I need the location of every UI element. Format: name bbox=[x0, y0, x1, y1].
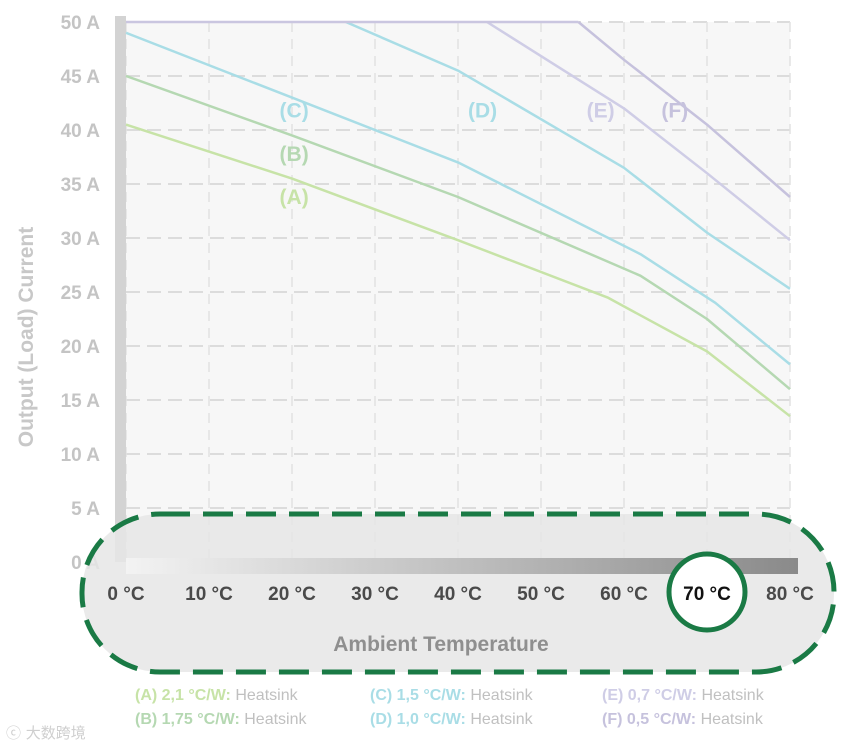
x-tick-label: 10 °C bbox=[185, 584, 233, 605]
curve-labels: (A) (B) (C) (D) (E) (F) bbox=[280, 100, 689, 209]
legend-desc: Heatsink bbox=[244, 711, 307, 728]
curve-label: (E) bbox=[587, 100, 615, 123]
legend-item-b: (B) 1,75 °C/W: Heatsink bbox=[135, 708, 306, 732]
x-tick-label: 20 °C bbox=[268, 584, 316, 605]
temperature-highlight bbox=[79, 511, 837, 675]
y-tick-label: 35 A bbox=[61, 175, 101, 196]
legend-col-1: (A) 2,1 °C/W: Heatsink (B) 1,75 °C/W: He… bbox=[135, 684, 306, 732]
x-tick-labels: 0 °C 10 °C 20 °C 30 °C 40 °C 50 °C 60 °C 70 °C 8… bbox=[107, 584, 814, 605]
watermark-text: 大数跨境 bbox=[25, 724, 86, 742]
x-tick-label: 70 °C bbox=[683, 584, 731, 605]
legend-item-e: (E) 0,7 °C/W: Heatsink bbox=[602, 684, 764, 708]
curve-label: (F) bbox=[661, 100, 688, 123]
series-line-e bbox=[486, 20, 791, 242]
legend-col-2: (C) 1,5 °C/W: Heatsink (D) 1,0 °C/W: Hea… bbox=[370, 684, 533, 732]
highlight-circle bbox=[666, 551, 748, 633]
curve-label: (A) bbox=[280, 186, 309, 209]
y-tick-label: 45 A bbox=[61, 67, 101, 88]
y-tick-label: 40 A bbox=[61, 121, 101, 142]
series-line-a bbox=[125, 123, 791, 418]
y-tick-label: 15 A bbox=[61, 391, 101, 412]
legend-desc: Heatsink bbox=[235, 687, 298, 704]
y-axis-bar bbox=[115, 16, 126, 562]
y-tick-label: 20 A bbox=[61, 337, 101, 358]
x-tick-label: 50 °C bbox=[517, 584, 565, 605]
y-tick-labels: 0 A5 A10 A15 A20 A25 A30 A35 A40 A45 A50… bbox=[61, 13, 101, 574]
legend-item-a: (A) 2,1 °C/W: Heatsink bbox=[135, 684, 306, 708]
legend-code: (D) 1,0 °C/W: bbox=[370, 711, 466, 728]
range-highlight-outline bbox=[79, 511, 837, 675]
legend-item-c: (C) 1,5 °C/W: Heatsink bbox=[370, 684, 533, 708]
legend-code: (A) 2,1 °C/W: bbox=[135, 687, 231, 704]
legend-desc: Heatsink bbox=[700, 711, 763, 728]
x-axis-label: Ambient Temperature bbox=[333, 633, 549, 656]
legend-desc: Heatsink bbox=[470, 687, 533, 704]
legend-code: (C) 1,5 °C/W: bbox=[370, 687, 466, 704]
series-line-c bbox=[125, 31, 791, 366]
x-tick-label: 40 °C bbox=[434, 584, 482, 605]
legend-code: (F) 0,5 °C/W: bbox=[602, 711, 697, 728]
x-axis-gradient-bar-overlay bbox=[126, 558, 798, 574]
x-tick-label: 60 °C bbox=[600, 584, 648, 605]
legend-col-3: (E) 0,7 °C/W: Heatsink (F) 0,5 °C/W: Hea… bbox=[602, 684, 764, 732]
y-tick-label: 25 A bbox=[61, 283, 101, 304]
y-tick-label: 30 A bbox=[61, 229, 101, 250]
x-tick-label: 0 °C bbox=[107, 584, 144, 605]
series-line-f bbox=[577, 21, 791, 198]
watermark: ⓒ 大数跨境 bbox=[6, 722, 86, 743]
series-lines bbox=[125, 20, 791, 418]
x-tick-label: 80 °C bbox=[766, 584, 814, 605]
series-line-d bbox=[345, 20, 791, 290]
grid bbox=[125, 21, 791, 562]
y-tick-label: 50 A bbox=[61, 13, 101, 34]
series-line-b bbox=[125, 74, 791, 391]
legend-desc: Heatsink bbox=[701, 687, 764, 704]
legend-item-d: (D) 1,0 °C/W: Heatsink bbox=[370, 708, 533, 732]
y-tick-label: 5 A bbox=[71, 499, 100, 520]
legend-item-f: (F) 0,5 °C/W: Heatsink bbox=[602, 708, 764, 732]
x-tick-label: 30 °C bbox=[351, 584, 399, 605]
curve-label: (C) bbox=[280, 100, 309, 123]
watermark-logo-icon: ⓒ bbox=[6, 724, 22, 742]
legend-code: (B) 1,75 °C/W: bbox=[135, 711, 240, 728]
y-axis-label: Output (Load) Current bbox=[15, 227, 38, 447]
legend-desc: Heatsink bbox=[470, 711, 533, 728]
curve-label: (B) bbox=[280, 143, 309, 166]
legend-code: (E) 0,7 °C/W: bbox=[602, 687, 697, 704]
y-tick-label: 10 A bbox=[61, 445, 101, 466]
curve-label: (D) bbox=[468, 100, 497, 123]
